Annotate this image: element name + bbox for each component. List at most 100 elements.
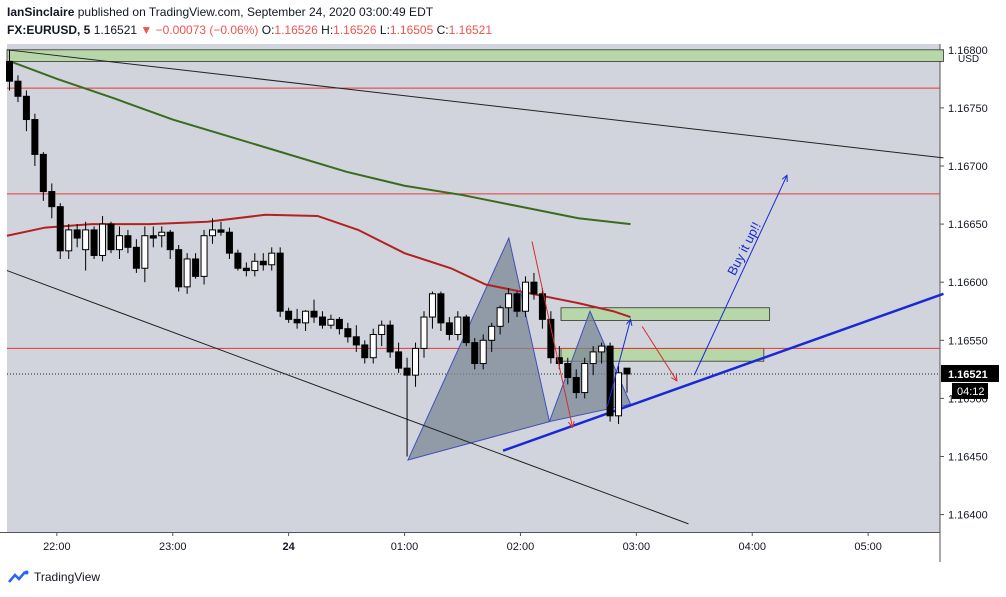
candle-body [158, 231, 166, 237]
candle [268, 247, 276, 271]
candle [378, 320, 386, 347]
candle [6, 49, 13, 91]
countdown-label: 04:12 [957, 386, 985, 398]
trend-line [502, 292, 944, 452]
candle [530, 272, 538, 300]
candle-body [369, 333, 377, 359]
supply-demand-zone [6, 49, 944, 62]
candle-body [361, 344, 369, 359]
y-tick-label: 1.16750 [948, 103, 988, 115]
candle-body [56, 206, 64, 252]
candle [318, 311, 326, 329]
candle-body [598, 345, 606, 353]
candle-body [572, 376, 580, 394]
symbol-name: FX:EURUSD, 5 [7, 23, 91, 37]
candle [344, 322, 352, 343]
candle-body [22, 95, 30, 121]
projection-arrow [641, 326, 677, 381]
candle-body [530, 281, 538, 295]
tradingview-footer[interactable]: TradingView [8, 570, 100, 584]
candle [14, 75, 22, 103]
candle-body [149, 235, 157, 239]
candle-body [496, 307, 504, 327]
candle [454, 311, 462, 341]
candle [623, 367, 631, 393]
candle [56, 203, 64, 259]
projection-arrow [606, 319, 630, 407]
author-name: IanSinclaire [7, 5, 75, 19]
candle-body [445, 322, 453, 335]
open-label: O: [261, 23, 275, 37]
candle-body [183, 258, 191, 288]
candle [412, 342, 420, 387]
candle-body [589, 351, 597, 365]
candle-body [192, 258, 200, 277]
candle-body [251, 260, 259, 272]
high-label: H: [321, 23, 334, 37]
candle [428, 291, 436, 329]
down-triangle-icon: ▼ [140, 23, 153, 37]
candle-body [428, 293, 436, 318]
candle-body [386, 324, 394, 353]
publish-info: IanSinclaire published on TradingView.co… [7, 5, 433, 19]
candle [589, 346, 597, 376]
candle [479, 334, 487, 370]
candle [48, 183, 56, 219]
candle-body [99, 223, 107, 256]
y-tick-label: 1.16550 [948, 335, 988, 347]
candle [141, 226, 149, 283]
open-value: 1.16526 [274, 23, 318, 37]
candle [225, 227, 233, 259]
trend-line [6, 49, 944, 159]
candle [192, 253, 200, 279]
candle-body [82, 229, 90, 251]
candle-body [335, 318, 343, 330]
candle-body [200, 235, 208, 277]
candle-body [581, 363, 589, 394]
candle [420, 311, 428, 358]
candle [335, 317, 343, 335]
candle [175, 245, 183, 292]
candle-body [488, 325, 496, 341]
candle [538, 288, 546, 329]
last-price-tag [941, 364, 999, 382]
candle-body [378, 324, 386, 335]
candle-body [395, 351, 403, 369]
candle [31, 113, 39, 166]
candle-body [73, 229, 81, 239]
x-tick-label: 23:00 [159, 541, 187, 553]
candle [369, 328, 377, 364]
candle [242, 262, 250, 277]
low-value: 1.16505 [389, 23, 434, 37]
candle [124, 229, 132, 254]
candle-body [352, 336, 360, 346]
candle [496, 305, 504, 335]
candle-body [124, 235, 132, 248]
candle [259, 253, 267, 271]
candle-body [344, 328, 352, 338]
candle-body [505, 293, 513, 309]
candle [90, 226, 98, 259]
projection-arrow [693, 175, 787, 376]
candle [285, 307, 293, 323]
candle-body [327, 318, 335, 326]
candle [200, 229, 208, 285]
candle [547, 311, 555, 364]
countdown-tag [952, 382, 988, 399]
last-price-label: 1.16521 [93, 23, 138, 37]
y-tick-label: 1.16700 [948, 161, 988, 173]
candle [581, 357, 589, 399]
candle [488, 322, 496, 352]
candle-body [479, 339, 487, 365]
low-label: L: [379, 23, 390, 37]
candle [606, 342, 614, 422]
candle-body [48, 191, 56, 208]
x-tick-label: 05:00 [854, 541, 882, 553]
candle-body [132, 246, 140, 269]
candle [327, 314, 335, 329]
price-change: −0.00073 (−0.06%) [155, 23, 259, 37]
candle [115, 226, 123, 259]
candle-body [420, 316, 428, 349]
candle-body [107, 223, 115, 251]
